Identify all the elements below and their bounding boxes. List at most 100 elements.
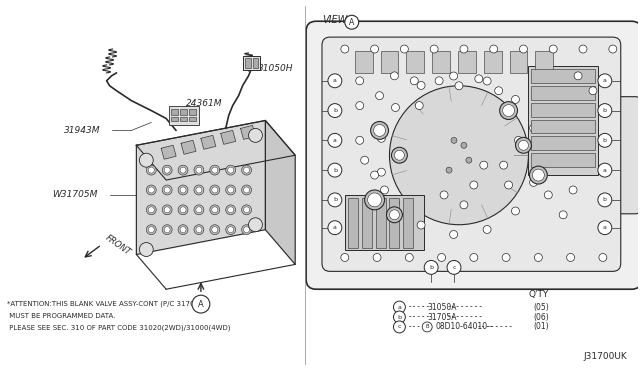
Circle shape — [371, 45, 378, 53]
Circle shape — [435, 77, 443, 85]
Text: J31700UK: J31700UK — [584, 352, 628, 361]
Text: --------: -------- — [446, 302, 483, 312]
Circle shape — [504, 112, 513, 119]
Text: b: b — [397, 314, 401, 320]
Circle shape — [196, 207, 202, 213]
Circle shape — [328, 74, 342, 88]
Polygon shape — [241, 125, 255, 140]
Circle shape — [394, 150, 404, 160]
Polygon shape — [266, 121, 295, 264]
Text: a: a — [397, 305, 401, 310]
Circle shape — [417, 81, 425, 89]
Circle shape — [430, 45, 438, 53]
Text: a: a — [603, 78, 607, 83]
Text: B: B — [426, 324, 429, 330]
Circle shape — [598, 74, 612, 88]
Circle shape — [405, 253, 413, 262]
Circle shape — [598, 221, 612, 235]
Circle shape — [417, 221, 425, 229]
Circle shape — [212, 187, 218, 193]
Circle shape — [244, 187, 250, 193]
Text: A: A — [198, 299, 204, 309]
Circle shape — [196, 227, 202, 232]
Bar — [376, 198, 385, 247]
Text: --------: -------- — [446, 312, 483, 321]
Circle shape — [226, 205, 236, 215]
Circle shape — [365, 190, 385, 210]
Bar — [348, 198, 358, 247]
Circle shape — [210, 185, 220, 195]
Circle shape — [228, 167, 234, 173]
Text: 31050A: 31050A — [427, 302, 457, 312]
Circle shape — [241, 205, 252, 215]
Text: Q'TY: Q'TY — [528, 290, 548, 299]
Circle shape — [162, 185, 172, 195]
Circle shape — [328, 221, 342, 235]
Text: (05): (05) — [533, 302, 549, 312]
Bar — [169, 106, 199, 125]
Circle shape — [210, 165, 220, 175]
Circle shape — [460, 201, 468, 209]
Circle shape — [194, 225, 204, 235]
Circle shape — [241, 165, 252, 175]
Circle shape — [490, 45, 498, 53]
Circle shape — [196, 187, 202, 193]
Circle shape — [390, 210, 399, 220]
Bar — [531, 69, 595, 83]
Circle shape — [376, 92, 383, 100]
Circle shape — [598, 193, 612, 207]
Circle shape — [515, 137, 522, 144]
Circle shape — [226, 225, 236, 235]
Circle shape — [178, 225, 188, 235]
Circle shape — [180, 207, 186, 213]
Circle shape — [178, 185, 188, 195]
Circle shape — [148, 167, 154, 173]
Circle shape — [566, 253, 575, 262]
Text: -----: ----- — [407, 302, 431, 312]
Bar — [458, 51, 476, 73]
Circle shape — [328, 163, 342, 177]
Circle shape — [392, 199, 399, 207]
Circle shape — [598, 134, 612, 147]
Polygon shape — [136, 121, 295, 180]
Circle shape — [162, 165, 172, 175]
Bar — [484, 51, 502, 73]
Text: a: a — [333, 138, 337, 143]
Ellipse shape — [390, 86, 529, 225]
Circle shape — [180, 227, 186, 232]
Circle shape — [228, 187, 234, 193]
Text: A: A — [349, 18, 355, 27]
Circle shape — [450, 72, 458, 80]
Circle shape — [226, 165, 236, 175]
Circle shape — [196, 167, 202, 173]
Circle shape — [534, 253, 542, 262]
Text: PLEASE SEE SEC. 310 OF PART CODE 31020(2WD)/31000(4WD): PLEASE SEE SEC. 310 OF PART CODE 31020(2… — [7, 325, 231, 331]
Bar — [180, 116, 187, 122]
Circle shape — [529, 166, 547, 184]
Circle shape — [451, 137, 457, 143]
Circle shape — [599, 253, 607, 262]
Circle shape — [140, 153, 153, 167]
Circle shape — [529, 179, 538, 186]
Bar — [189, 109, 196, 115]
Circle shape — [529, 124, 538, 132]
Circle shape — [549, 45, 557, 53]
Bar — [403, 198, 413, 247]
Circle shape — [248, 218, 262, 232]
Circle shape — [518, 140, 529, 150]
Bar — [531, 103, 595, 116]
Circle shape — [241, 225, 252, 235]
Circle shape — [328, 134, 342, 147]
Circle shape — [192, 295, 210, 313]
Circle shape — [164, 187, 170, 193]
Circle shape — [226, 185, 236, 195]
Circle shape — [228, 227, 234, 232]
Polygon shape — [221, 131, 236, 144]
Text: b: b — [333, 168, 337, 173]
Circle shape — [164, 207, 170, 213]
Circle shape — [178, 165, 188, 175]
Bar — [171, 116, 178, 122]
Circle shape — [194, 205, 204, 215]
Circle shape — [371, 171, 378, 179]
Circle shape — [371, 122, 388, 140]
